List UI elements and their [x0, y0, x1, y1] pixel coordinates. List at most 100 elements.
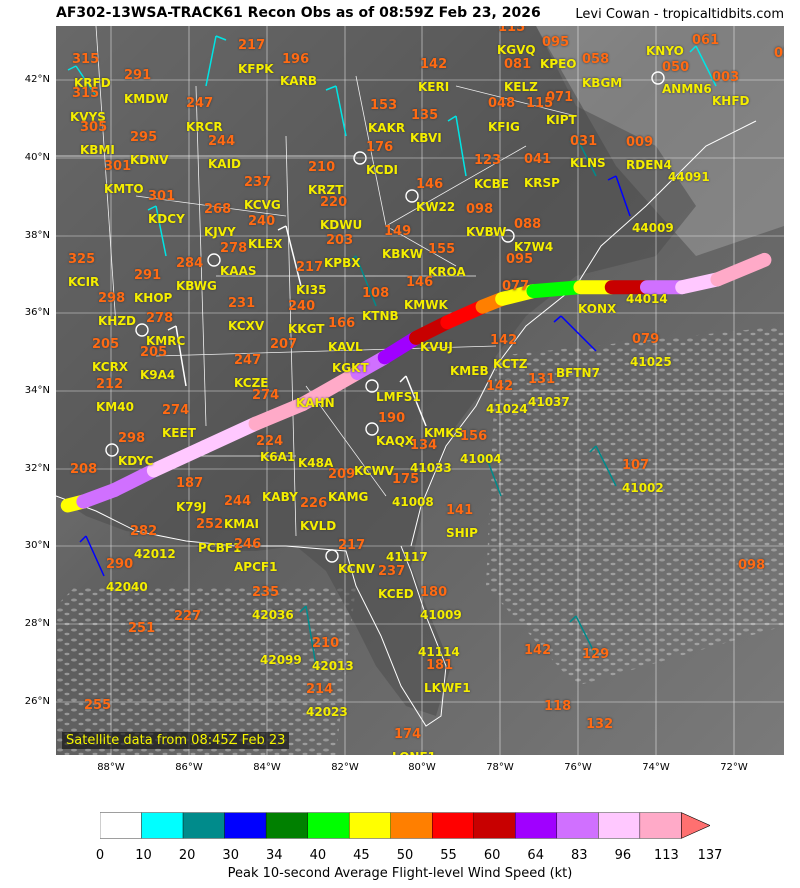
lat-label-26: 26°N	[24, 696, 50, 707]
colorbar-tick-label: 96	[614, 848, 632, 863]
obs-value: 268	[204, 202, 232, 217]
station-label: KLEX	[248, 237, 283, 251]
station-label: RDEN4	[626, 158, 672, 172]
colorbar-tick-label: 34	[266, 848, 283, 863]
obs-value: 207	[270, 337, 298, 352]
lat-label-34: 34°N	[24, 385, 50, 396]
lat-label-28: 28°N	[24, 618, 50, 629]
station-label: 41002	[622, 481, 664, 495]
colorbar	[100, 812, 710, 839]
station-label: KW22	[416, 200, 456, 214]
obs-value: 217	[296, 260, 324, 275]
station-label: KMTO	[104, 182, 144, 196]
lon-label-86: 86°W	[175, 762, 203, 773]
obs-value: 142	[486, 379, 514, 394]
obs-value: 174	[394, 727, 422, 742]
obs-value: 031	[570, 134, 598, 149]
station-label: KMKS	[424, 426, 464, 440]
obs-value: 210	[312, 636, 340, 651]
colorbar-tick-label: 45	[353, 848, 370, 863]
obs-value: 246	[234, 537, 262, 552]
station-label: KGKT	[332, 361, 369, 375]
florida-coast	[285, 545, 447, 727]
station-label: KPEO	[540, 57, 577, 71]
obs-value: 041	[524, 152, 552, 167]
satellite-map[interactable]: KRFD KMDW KFPK KARB KERI KGVQ KPEO KNYO …	[56, 26, 784, 755]
wind-barb	[399, 375, 427, 427]
obs-value: 176	[366, 140, 394, 155]
station-label: APCF1	[234, 560, 278, 574]
obs-value: 003	[712, 70, 740, 85]
obs-value: 071	[546, 90, 574, 105]
colorbar-segment	[307, 812, 350, 839]
wind-barb	[325, 85, 347, 137]
obs-value: 098	[466, 202, 494, 217]
station-label: KFIG	[488, 120, 520, 134]
obs-value: 209	[328, 467, 356, 482]
colorbar-segment	[515, 812, 558, 839]
station-label: KRFD	[74, 76, 111, 90]
station-label: KAID	[208, 157, 242, 171]
colorbar-segment	[141, 812, 184, 839]
station-marker	[365, 379, 379, 393]
obs-value: 095	[506, 252, 534, 267]
station-label: KKGT	[288, 322, 325, 336]
wind-barb	[299, 605, 317, 667]
station-markers	[105, 71, 665, 563]
colorbar-segment	[265, 812, 308, 839]
obs-value: 235	[252, 585, 280, 600]
obs-value: 214	[306, 682, 334, 697]
obs-value: 118	[544, 699, 572, 714]
station-label: KVUJ	[420, 340, 453, 354]
cloud-field-atlantic	[486, 326, 784, 686]
satellite-time-note: Satellite data from 08:45Z Feb 23	[62, 732, 290, 749]
obs-value: 282	[130, 524, 158, 539]
wind-barb	[607, 175, 631, 217]
station-label: KI35	[296, 283, 327, 297]
station-label: KMDW	[124, 92, 169, 106]
station-label: 44091	[668, 170, 710, 184]
track-segment	[248, 397, 310, 431]
station-label: KRZT	[308, 183, 344, 197]
lon-label-88: 88°W	[97, 762, 125, 773]
station-label: KRCR	[186, 120, 223, 134]
station-label: 42012	[134, 547, 176, 561]
obs-value: 146	[406, 275, 434, 290]
station-label: KIPT	[546, 113, 577, 127]
station-label: 42036	[252, 608, 294, 622]
track-segment	[526, 280, 588, 299]
station-label: KDWU	[320, 218, 363, 232]
colorbar-tick-label: 113	[654, 848, 679, 863]
station-label: KMRC	[146, 334, 186, 348]
colorbar-tick-label: 30	[222, 848, 239, 863]
station-marker	[365, 422, 379, 436]
station-label: KLNS	[570, 156, 606, 170]
obs-value: 095	[542, 35, 570, 50]
obs-value: 141	[446, 503, 474, 518]
colorbar-tick-label: 10	[135, 848, 152, 863]
obs-value: 180	[420, 585, 448, 600]
wind-barb	[347, 255, 377, 307]
obs-value: 166	[328, 316, 356, 331]
station-marker	[105, 443, 119, 457]
station-label: KTNB	[362, 309, 399, 323]
colorbar-segment	[390, 812, 433, 839]
station-label: KPBX	[324, 256, 361, 270]
obs-value: 131	[528, 372, 556, 387]
station-label: KBWG	[176, 279, 217, 293]
lon-label-84: 84°W	[253, 762, 281, 773]
station-label: KCNV	[338, 562, 375, 576]
station-label: BFTN7	[556, 366, 600, 380]
station-label: 42040	[106, 580, 148, 594]
station-label: KERI	[418, 80, 450, 94]
lon-label-80: 80°W	[408, 762, 436, 773]
station-label: KAMG	[328, 490, 369, 504]
station-label: KDCY	[148, 212, 185, 226]
obs-value: 142	[524, 643, 552, 658]
station-label: KAKR	[368, 121, 406, 135]
lat-label-40: 40°N	[24, 152, 50, 163]
station-marker	[135, 323, 149, 337]
colorbar-segment	[182, 812, 225, 839]
obs-value: 050	[662, 60, 690, 75]
obs-value: 226	[300, 496, 328, 511]
